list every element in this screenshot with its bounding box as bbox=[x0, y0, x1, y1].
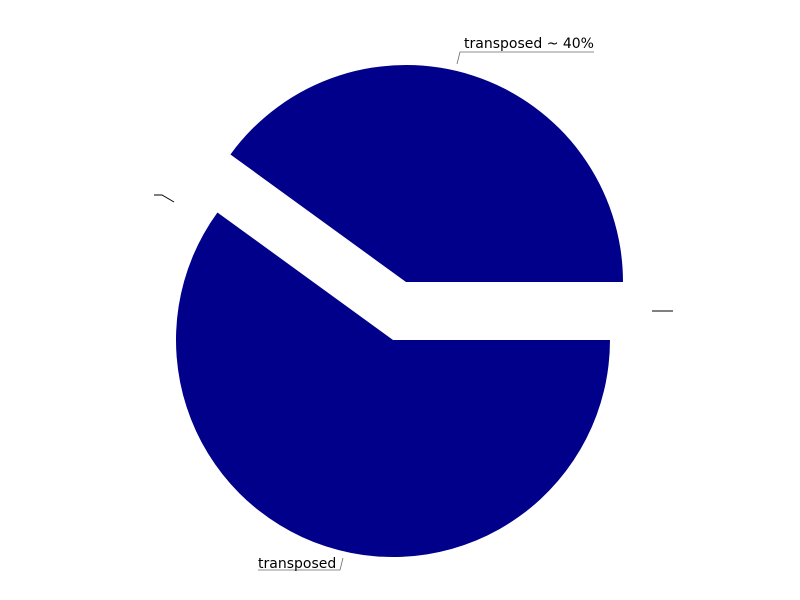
slice-label-transposed: transposed bbox=[258, 556, 336, 572]
slice-labels: transposed ~ 40% transposed bbox=[258, 36, 594, 572]
pie-slices bbox=[175, 65, 624, 557]
leader-line-0 bbox=[456, 51, 594, 65]
leader-line-1 bbox=[154, 194, 175, 203]
pie-slice-0 bbox=[230, 65, 624, 282]
label-leaders bbox=[154, 51, 673, 571]
slice-label-transposed-40: transposed ~ 40% bbox=[464, 36, 594, 52]
leader-line-2 bbox=[258, 557, 344, 571]
pie-slice-2 bbox=[175, 212, 610, 557]
